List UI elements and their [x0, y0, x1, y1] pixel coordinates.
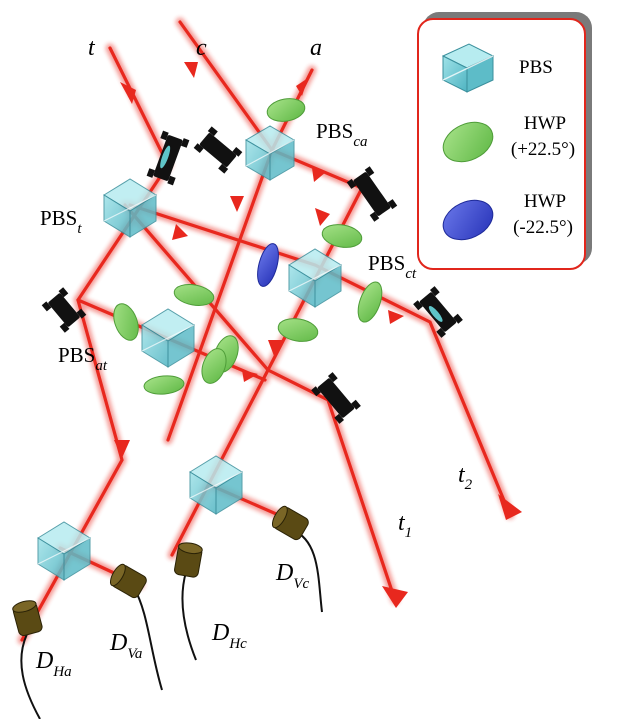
legend-row-hwp-minus: HWP (-22.5°) — [419, 190, 584, 250]
label-d-hc: DHc — [211, 620, 247, 652]
label-d-vc: DVc — [275, 560, 310, 592]
mirror-ct — [413, 286, 463, 338]
label-pbs-ct: PBSct — [368, 251, 417, 282]
arrow-ct-right — [388, 310, 404, 324]
mirror-left — [41, 287, 87, 333]
arrow-c-in — [184, 62, 198, 78]
beam-arrowheads — [114, 62, 522, 608]
beam-label-a: a — [310, 35, 322, 61]
legend-box: PBS HWP (+22.5°) HWP (-22.5°) — [417, 18, 586, 270]
detector-va — [109, 563, 147, 599]
label-d-va: DVa — [109, 630, 142, 662]
arrow-t-in — [120, 82, 136, 104]
hwp-plus-7 — [143, 375, 185, 395]
pbs-ca-cube — [245, 125, 295, 181]
beam-label-c: c — [196, 35, 207, 61]
pbs-ct-cube — [288, 248, 342, 308]
label-pbs-at: PBSat — [58, 343, 108, 374]
pbs-a-detect-cube — [37, 521, 91, 581]
legend-row-hwp-plus: HWP (+22.5°) — [419, 112, 584, 172]
hwp-minus-legend-icon — [442, 199, 494, 241]
mirror-at — [311, 372, 361, 424]
pbs-t-cube — [103, 178, 157, 238]
legend-hwp-minus-line1: HWP — [523, 191, 567, 212]
hwp-plus-5 — [277, 318, 319, 342]
arrow-t-right — [172, 224, 188, 240]
beam-label-t: t — [88, 35, 96, 61]
detector-hc — [174, 542, 203, 578]
detectors — [12, 505, 309, 637]
hwp-plus-8 — [201, 348, 227, 384]
arrow-t2-end — [498, 494, 522, 520]
beam-label-t1: t1 — [398, 510, 412, 541]
legend-hwp-plus-line2: (+22.5°) — [510, 139, 576, 160]
arrow-a-in — [296, 78, 308, 96]
pbs-at-cube — [141, 308, 195, 368]
half-wave-plates — [113, 98, 383, 395]
arrow-mid-down — [315, 208, 330, 226]
legend-hwp-minus-line2: (-22.5°) — [513, 217, 573, 238]
legend-hwp-plus-line1: HWP — [523, 113, 567, 134]
hwp-plus-1 — [321, 224, 363, 248]
arrow-ct-down — [268, 340, 282, 356]
pbs-c-detect-cube — [189, 455, 243, 515]
label-pbs-ca: PBSca — [316, 119, 368, 150]
hwp-plus-4 — [357, 281, 383, 323]
hwp-plus-3 — [113, 303, 139, 341]
detector-ha — [12, 600, 43, 637]
detector-vc — [271, 505, 309, 541]
polarizing-beam-splitters — [37, 125, 342, 581]
hwp-plus-a — [266, 98, 306, 122]
mirror-t — [146, 130, 190, 186]
arrow-a-down — [114, 440, 130, 458]
mirror-ca-right — [346, 166, 398, 222]
pbs-legend-icon — [441, 43, 495, 93]
arrow-pbs-ca-down — [230, 196, 244, 212]
legend-row-pbs: PBS — [419, 38, 584, 94]
hwp-minus — [257, 243, 279, 287]
beam-label-t2: t2 — [458, 462, 473, 493]
hwp-plus-2 — [173, 284, 215, 306]
label-pbs-t: PBSt — [40, 206, 82, 237]
mirrors — [41, 126, 463, 424]
label-d-ha: DHa — [35, 648, 72, 680]
arrow-at-right — [242, 370, 258, 382]
mirror-c — [193, 126, 243, 174]
hwp-plus-legend-icon — [442, 121, 494, 163]
legend-pbs-label: PBS — [519, 57, 553, 78]
arrow-t1-end — [382, 586, 408, 608]
arrow-ca-right — [312, 168, 326, 182]
diagram-labels: t c a PBSca PBSt PBSct PBSat t2 t1 DVc D… — [35, 35, 473, 680]
